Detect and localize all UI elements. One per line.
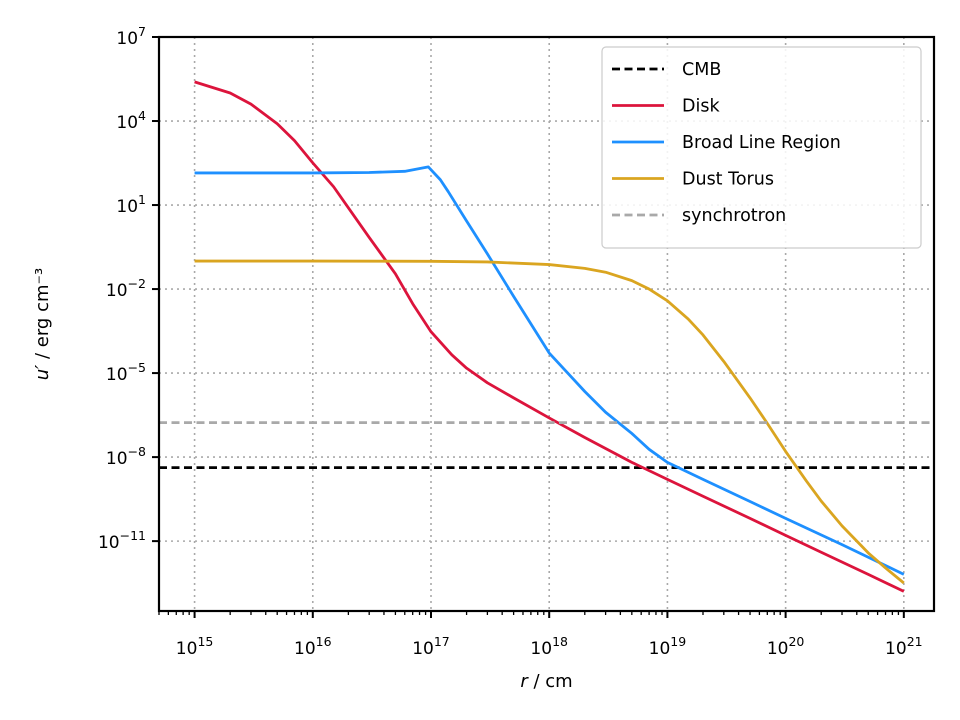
y-tick-label: 107 — [116, 24, 146, 49]
legend: CMB Disk Broad Line Region Dust Torus synchr… — [601, 46, 922, 249]
y-tick-label: 10−2 — [106, 276, 146, 301]
y-tick-label: 10−8 — [106, 444, 146, 469]
legend-label-broad-line-region: Broad Line Region — [682, 133, 841, 153]
y-axis-label: u′ / erg cm⁻³ — [32, 268, 53, 380]
series-line-dust-torus — [194, 259, 905, 585]
series-line-disk — [194, 80, 905, 593]
legend-label-disk: Disk — [682, 97, 720, 117]
x-tick-label: 1020 — [767, 634, 805, 659]
legend-label-synchrotron: synchrotron — [682, 206, 786, 226]
legend-label-dust-torus: Dust Torus — [682, 170, 774, 190]
y-tick-label: 101 — [116, 192, 146, 217]
legend-label-cmb: CMB — [682, 60, 721, 80]
axis-ticks — [152, 36, 905, 618]
series-layer — [159, 80, 934, 593]
x-tick-label: 1016 — [294, 634, 332, 659]
x-tick-label: 1018 — [530, 634, 568, 659]
series-line-broad-line-region — [194, 165, 905, 576]
axis-labels: 1015 1016 1017 1018 1019 1020 1021 107 104 101 10−… — [32, 24, 923, 692]
y-tick-label: 10−11 — [98, 528, 146, 553]
x-axis-label: r / cm — [520, 671, 572, 692]
plot-frame — [157, 35, 936, 613]
x-tick-label: 1015 — [176, 634, 214, 659]
x-tick-label: 1017 — [412, 634, 450, 659]
x-tick-label: 1021 — [885, 634, 923, 659]
legend-box — [601, 46, 922, 249]
y-tick-label: 10−5 — [106, 360, 146, 385]
x-tick-label: 1019 — [649, 634, 687, 659]
y-tick-label: 104 — [116, 108, 146, 133]
